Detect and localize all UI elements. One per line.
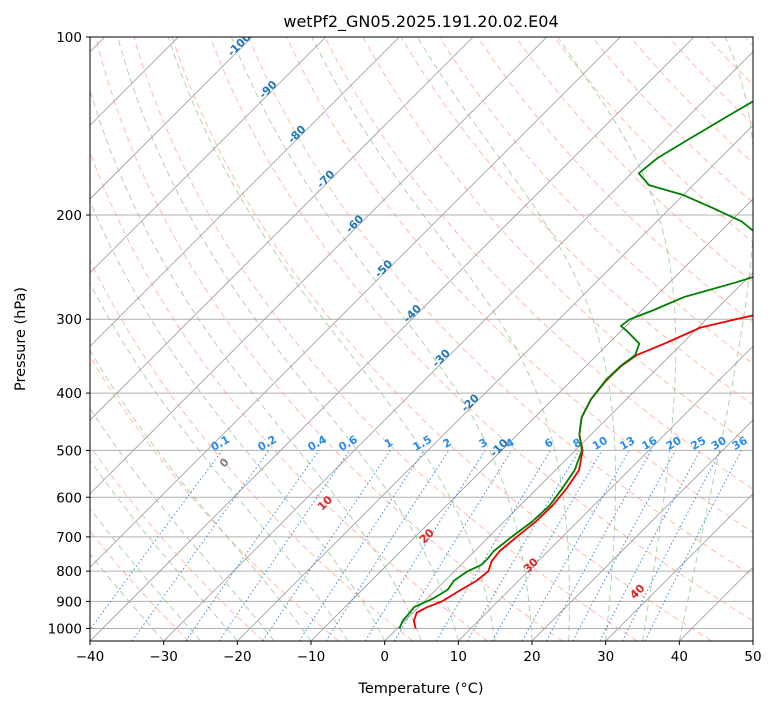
x-tick-label: 50 bbox=[744, 649, 761, 665]
y-tick-label: 900 bbox=[56, 594, 82, 610]
x-tick-label: −40 bbox=[76, 649, 105, 665]
dry-adiabat bbox=[133, 37, 638, 641]
moist-adiabat bbox=[311, 37, 570, 641]
moist-adiabat bbox=[117, 37, 459, 641]
x-tick-label: 30 bbox=[597, 649, 614, 665]
x-tick-label: −30 bbox=[149, 649, 178, 665]
dry-adiabat bbox=[515, 37, 753, 284]
isotherm bbox=[163, 51, 753, 641]
dry-adiabat bbox=[400, 37, 753, 406]
y-tick-label: 800 bbox=[56, 564, 82, 580]
mixing-ratio-line bbox=[218, 450, 351, 641]
y-tick-label: 600 bbox=[56, 490, 82, 506]
x-tick-label: 20 bbox=[523, 649, 540, 665]
mixing-ratio-line bbox=[572, 450, 676, 641]
mixing-ratio-line bbox=[90, 450, 223, 631]
moist-adiabats bbox=[90, 37, 753, 641]
isotherm bbox=[384, 272, 753, 641]
dry-adiabat bbox=[591, 37, 753, 204]
dewpoint-profile bbox=[398, 100, 753, 629]
moist-adiabat bbox=[417, 37, 617, 641]
dry-adiabat bbox=[248, 37, 753, 577]
y-tick-label: 100 bbox=[56, 30, 82, 46]
mixing-ratio-line bbox=[131, 450, 270, 641]
y-tick-label: 400 bbox=[56, 386, 82, 402]
chart-title: wetPf2_GN05.2025.191.20.02.E04 bbox=[283, 12, 558, 32]
dry-adiabat bbox=[171, 37, 712, 641]
dry-adiabat bbox=[90, 259, 414, 641]
moist-adiabat bbox=[90, 282, 349, 641]
dry-adiabats bbox=[90, 37, 753, 641]
mixing-ratio-line bbox=[467, 450, 580, 641]
isotherm bbox=[90, 37, 474, 421]
y-tick-label: 200 bbox=[56, 208, 82, 224]
y-axis: 100 200 300 400 500 600 700 800 900 1000 bbox=[48, 30, 90, 637]
moist-adiabat bbox=[90, 88, 422, 641]
y-tick-label: 1000 bbox=[48, 621, 82, 637]
y-tick-label: 700 bbox=[56, 530, 82, 546]
mixing-ratio-line bbox=[364, 450, 486, 641]
x-tick-label: −10 bbox=[297, 649, 326, 665]
moist-adiabat bbox=[678, 37, 753, 641]
isotherm bbox=[90, 37, 326, 274]
x-tick-label: −20 bbox=[223, 649, 252, 665]
isotherm bbox=[90, 37, 547, 495]
moist-adiabat bbox=[230, 37, 533, 641]
y-tick-label: 500 bbox=[56, 443, 82, 459]
isotherm bbox=[310, 198, 753, 641]
moist-adiabat bbox=[167, 37, 496, 641]
x-axis-title: Temperature (°C) bbox=[357, 681, 483, 697]
dry-adiabat bbox=[324, 37, 753, 490]
mixing-ratio-lines bbox=[90, 450, 742, 641]
moist-adiabat bbox=[90, 407, 275, 641]
dry-adiabat bbox=[209, 37, 753, 622]
y-axis-title: Pressure (hPa) bbox=[13, 287, 29, 391]
moist-adiabat bbox=[90, 199, 386, 641]
mixing-ratio-line bbox=[545, 450, 652, 641]
dry-adiabat bbox=[362, 37, 753, 448]
x-tick-label: 10 bbox=[450, 649, 467, 665]
pressure-gridlines bbox=[90, 37, 753, 629]
mixing-ratio-line bbox=[491, 450, 603, 641]
moist-adiabat bbox=[90, 459, 238, 641]
isotherm bbox=[531, 419, 753, 641]
isotherm bbox=[237, 124, 753, 641]
isotherms bbox=[90, 37, 753, 641]
isotherm bbox=[90, 37, 621, 568]
y-tick-label: 300 bbox=[56, 312, 82, 328]
mixing-ratio-line bbox=[325, 450, 450, 641]
isotherm bbox=[90, 37, 695, 641]
mixing-ratio-line bbox=[435, 450, 552, 641]
isotherm bbox=[458, 345, 753, 641]
dry-adiabat bbox=[477, 37, 753, 324]
x-tick-label: 0 bbox=[380, 649, 389, 665]
dry-adiabat bbox=[286, 37, 753, 533]
isotherm bbox=[605, 493, 753, 641]
plot-frame bbox=[89, 36, 754, 642]
dry-adiabat bbox=[629, 37, 753, 164]
x-tick-label: 40 bbox=[671, 649, 688, 665]
mixing-ratio-line bbox=[521, 450, 630, 641]
x-axis: −40 −30 −20 −10 0 10 20 30 40 50 bbox=[76, 641, 762, 665]
dry-adiabat bbox=[95, 37, 563, 641]
isotherm bbox=[90, 37, 253, 200]
sounding-profiles bbox=[398, 100, 753, 629]
moist-adiabat bbox=[90, 507, 201, 641]
dry-adiabat bbox=[90, 444, 264, 641]
